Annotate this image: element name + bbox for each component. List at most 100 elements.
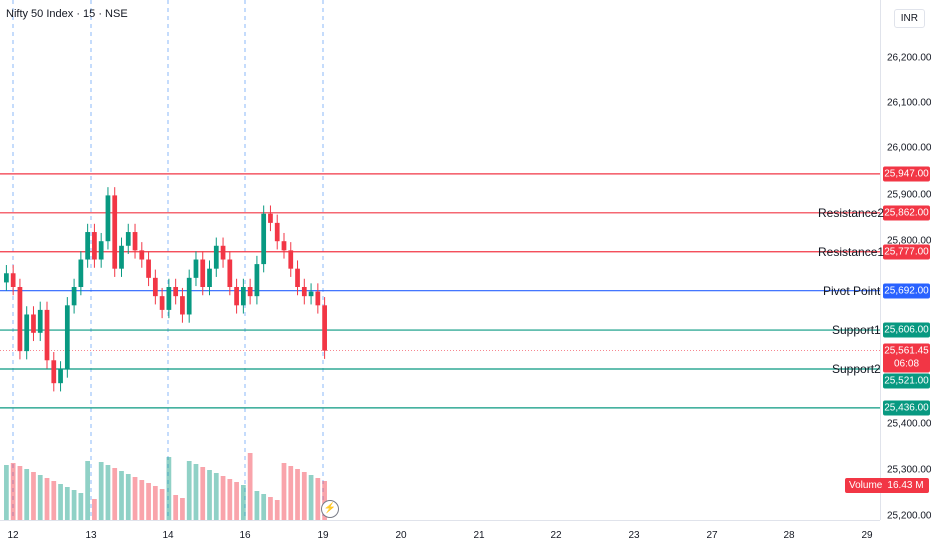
candle-body — [146, 259, 151, 278]
currency-button[interactable]: INR — [893, 9, 925, 28]
volume-bar — [71, 490, 77, 520]
candle-body — [234, 287, 239, 306]
volume-bar — [207, 470, 212, 520]
candle-body — [58, 369, 63, 384]
candle-body — [301, 287, 307, 297]
candle-body — [274, 222, 280, 242]
candle-body — [159, 296, 165, 310]
replay-icon[interactable]: ⚡ — [321, 500, 339, 518]
resistance1-label: Resistance1 — [818, 245, 885, 259]
volume-bar — [92, 499, 97, 520]
price-tick: 25,400.00 — [887, 418, 932, 430]
candle-body — [254, 264, 260, 297]
volume-bar — [125, 474, 131, 520]
time-axis[interactable]: 12 13 14 16 19 20 21 22 23 27 28 29 — [0, 520, 880, 551]
candle-body — [166, 287, 172, 310]
volume-bar — [31, 472, 36, 520]
pivot-point-label: Pivot Point — [823, 284, 881, 298]
level-tag-25436: 25,436.00 — [883, 400, 930, 416]
volume-bar — [180, 498, 185, 520]
candle-body — [227, 259, 233, 287]
candle-body — [51, 360, 57, 384]
price-tick: 25,300.00 — [887, 464, 932, 476]
volume-bar — [112, 468, 118, 520]
candle-body — [308, 291, 314, 297]
level-tag-25947: 25,947.00 — [883, 166, 930, 182]
volume-bar — [152, 486, 158, 520]
volume-bar — [200, 467, 206, 520]
volume-bar — [98, 462, 104, 520]
volume-bar — [78, 493, 84, 520]
price-tick: 26,200.00 — [887, 52, 932, 64]
candle-body — [220, 245, 226, 260]
candle-body — [268, 213, 273, 223]
time-tick: 16 — [239, 530, 251, 541]
volume-bar — [268, 497, 273, 520]
candle-body — [71, 287, 77, 306]
candle-body — [85, 232, 91, 260]
volume-bar — [254, 491, 260, 520]
resistance2-label: Resistance2 — [818, 206, 885, 220]
volume-bar — [85, 461, 91, 520]
candle-body — [315, 291, 321, 306]
candle-body — [24, 314, 30, 352]
volume-bar — [166, 457, 172, 520]
volume-bar — [44, 478, 50, 520]
candle-body — [112, 195, 118, 269]
volume-bar — [240, 485, 246, 520]
time-tick: 29 — [861, 530, 873, 541]
candle-body — [37, 309, 43, 333]
volume-bar — [247, 453, 253, 520]
volume-bar — [24, 469, 30, 520]
candle-body — [10, 273, 16, 287]
volume-label: Volume — [845, 478, 887, 493]
candle-body — [119, 245, 124, 269]
time-tick: 21 — [473, 530, 485, 541]
chart-area[interactable]: Nifty 50 Index · 15 · NSE — [0, 0, 880, 520]
volume-bar — [159, 489, 165, 520]
price-tick: 25,200.00 — [887, 510, 932, 522]
volume-bar — [193, 464, 199, 520]
candle-body — [200, 259, 206, 287]
volume-value: 16.43 M — [882, 478, 929, 493]
price-tick: 26,100.00 — [887, 97, 932, 109]
volume-bar — [315, 478, 321, 520]
time-tick: 27 — [706, 530, 718, 541]
level-tag-resistance1: 25,777.00 — [883, 244, 930, 260]
candle-body — [139, 250, 145, 260]
volume-bar — [274, 500, 280, 520]
support1-label: Support1 — [832, 323, 881, 337]
candle-body — [125, 232, 131, 246]
price-tick: 25,900.00 — [887, 189, 932, 201]
volume-bar — [308, 475, 314, 520]
candle-body — [295, 268, 300, 287]
volume-bar — [261, 494, 267, 520]
volume-bar — [119, 471, 124, 520]
time-tick: 13 — [85, 530, 97, 541]
candle-body — [281, 241, 287, 251]
candle-body — [4, 273, 9, 283]
symbol-title[interactable]: Nifty 50 Index · 15 · NSE — [6, 8, 128, 20]
volume-bar — [220, 476, 226, 520]
candle-body — [132, 232, 138, 251]
bar-countdown: 06:08 — [893, 358, 920, 370]
volume-bar — [281, 463, 287, 520]
candle-body — [207, 268, 212, 287]
candle-body — [213, 245, 219, 269]
time-tick: 12 — [7, 530, 19, 541]
level-tag-resistance2: 25,862.00 — [883, 205, 930, 221]
time-tick: 20 — [395, 530, 407, 541]
price-tick: 25,800.00 — [887, 235, 932, 247]
volume-bar — [132, 477, 138, 520]
candle-body — [247, 287, 253, 297]
candle-body — [17, 287, 23, 352]
time-tick: 19 — [317, 530, 329, 541]
volume-bar — [10, 463, 16, 520]
time-tick: 23 — [628, 530, 640, 541]
price-axis[interactable]: INR 26,200.00 26,100.00 26,000.00 25,900… — [880, 0, 932, 522]
volume-bar — [186, 461, 192, 520]
candle-body — [152, 277, 158, 297]
volume-bar — [227, 479, 233, 520]
volume-bar — [17, 466, 23, 520]
candle-body — [44, 309, 50, 361]
